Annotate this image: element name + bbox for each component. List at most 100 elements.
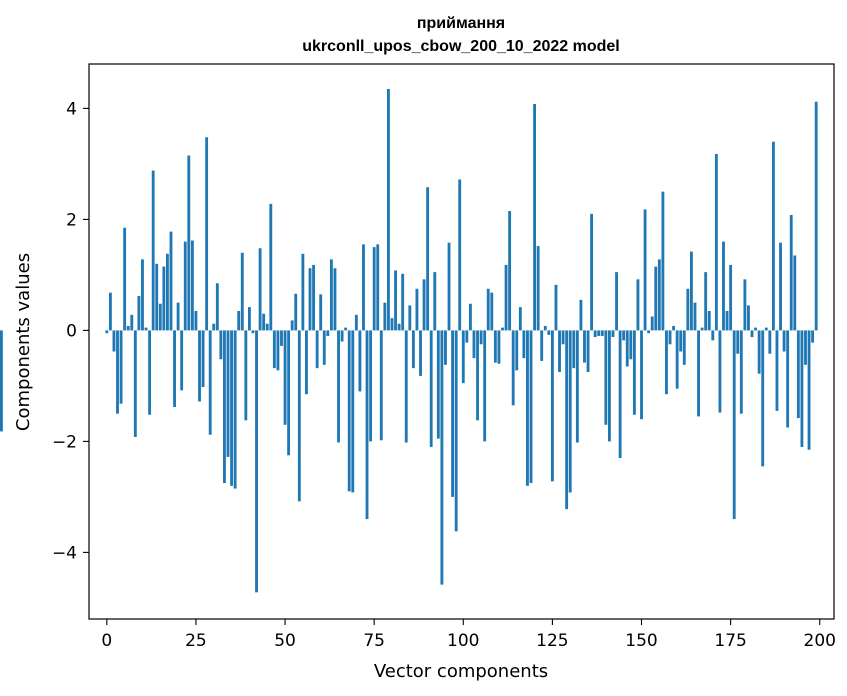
chart-title-line2: ukrconll_upos_cbow_200_10_2022 model: [302, 38, 619, 55]
bar-2: [112, 330, 116, 352]
x-axis-ticks: 0 25 50 75 100 125 150 175 200: [101, 619, 836, 651]
bar-45: [265, 323, 269, 331]
bar-78: [383, 302, 387, 331]
bar-199: [814, 101, 818, 331]
bar-61: [322, 330, 326, 365]
bar-0: [105, 330, 109, 334]
bar-27: [201, 330, 205, 388]
bar-125: [550, 330, 554, 482]
bar-158: [668, 330, 672, 345]
bar-76: [376, 244, 380, 331]
bar-99: [458, 179, 462, 331]
bar-73: [365, 330, 369, 520]
bar-197: [807, 330, 811, 450]
bar-153: [650, 316, 654, 331]
bar-102: [468, 303, 472, 331]
bar-148: [632, 330, 636, 415]
bar-171: [714, 153, 718, 331]
bar-147: [629, 330, 633, 360]
bar-92: [433, 272, 437, 331]
bar-118: [526, 330, 529, 486]
bar-111: [501, 327, 504, 331]
bar-23: [187, 155, 191, 331]
bar-157: [665, 330, 668, 395]
bar-85: [408, 305, 412, 331]
bar-59: [315, 330, 319, 369]
bar-117: [522, 330, 526, 359]
bar-50: [283, 330, 287, 425]
y-tick-label: 0: [66, 321, 77, 341]
bar-184: [761, 330, 765, 467]
bar-193: [793, 255, 797, 331]
y-tick-label: −4: [52, 543, 77, 563]
bar-130: [568, 330, 572, 493]
bar-174: [725, 310, 729, 331]
bar-185: [764, 327, 768, 331]
bar-52: [290, 320, 294, 331]
bar-83: [401, 273, 405, 331]
bar-176: [732, 330, 736, 520]
bar-142: [611, 330, 615, 338]
bar-36: [233, 330, 237, 489]
bar-80: [390, 318, 394, 331]
chart-title-line1: приймання: [417, 15, 505, 32]
bar-46: [269, 203, 273, 331]
bar-129: [565, 330, 569, 510]
bar-undefined: [0, 330, 3, 432]
bar-173: [722, 241, 725, 331]
bar-144: [618, 330, 622, 459]
bar-16: [162, 266, 166, 331]
bar-195: [800, 330, 804, 447]
bar-63: [329, 259, 333, 331]
bar-105: [479, 330, 483, 345]
bar-79: [387, 88, 390, 331]
bar-19: [173, 330, 176, 407]
bar-154: [654, 266, 658, 331]
bar-35: [230, 330, 234, 486]
bar-120: [533, 103, 536, 331]
bar-115: [515, 330, 519, 371]
bar-17: [166, 253, 169, 331]
bar-9: [137, 295, 141, 331]
bar-91: [429, 330, 433, 447]
bar-93: [436, 330, 440, 439]
bar-84: [404, 330, 408, 443]
bar-77: [379, 330, 383, 441]
bar-127: [558, 330, 561, 373]
x-tick-label: 100: [447, 631, 479, 651]
bar-169: [707, 310, 711, 331]
bar-98: [454, 330, 458, 532]
bar-141: [608, 330, 611, 442]
bar-133: [579, 299, 583, 331]
bar-180: [747, 305, 750, 331]
bar-110: [497, 330, 501, 364]
bar-190: [782, 330, 786, 352]
bar-128: [561, 330, 565, 345]
bar-132: [575, 330, 579, 443]
bar-159: [672, 325, 676, 331]
bar-12: [148, 330, 152, 415]
bar-196: [804, 330, 807, 365]
bar-172: [718, 330, 722, 413]
bar-94: [440, 330, 444, 585]
bar-82: [397, 323, 401, 331]
bar-138: [597, 330, 601, 336]
bar-21: [180, 330, 184, 391]
bar-192: [789, 214, 793, 331]
bar-106: [483, 330, 487, 442]
x-axis-label: Vector components: [374, 661, 548, 682]
bar-170: [711, 330, 715, 341]
bar-152: [647, 330, 651, 334]
bar-183: [757, 330, 761, 374]
x-tick-label: 200: [804, 631, 836, 651]
bar-41: [251, 330, 255, 334]
bar-156: [661, 191, 665, 331]
bar-178: [739, 330, 743, 414]
x-tick-label: 125: [536, 631, 568, 651]
bar-60: [319, 294, 323, 331]
bar-49: [280, 330, 283, 346]
y-tick-label: −2: [52, 432, 77, 452]
bar-37: [237, 310, 241, 331]
bar-34: [226, 330, 230, 457]
bar-89: [422, 279, 426, 331]
